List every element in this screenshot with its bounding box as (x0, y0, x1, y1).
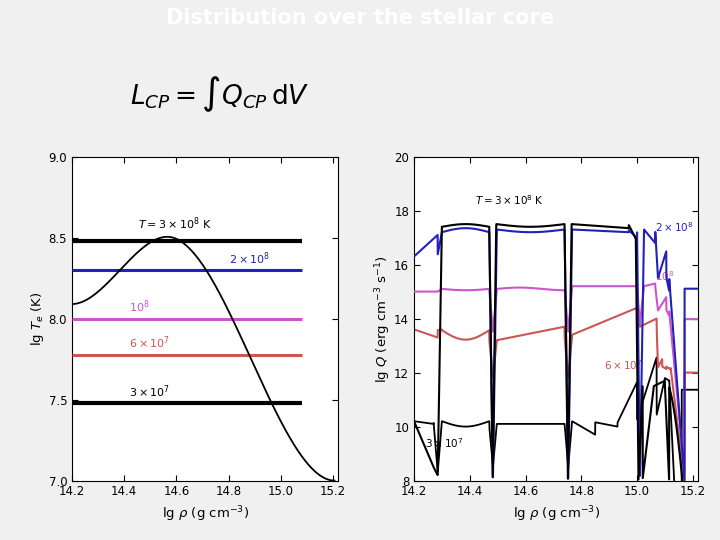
Text: $3\times10^7$: $3\times10^7$ (130, 383, 171, 400)
X-axis label: lg $\rho$ (g cm$^{-3}$): lg $\rho$ (g cm$^{-3}$) (162, 504, 248, 524)
Y-axis label: lg $Q$ (erg cm$^{-3}$ s$^{-1}$): lg $Q$ (erg cm$^{-3}$ s$^{-1}$) (373, 255, 392, 382)
Text: $2\times10^8$: $2\times10^8$ (655, 220, 694, 234)
Text: $L_{CP} = \int Q_{CP}\, \mathrm{d}V$: $L_{CP} = \int Q_{CP}\, \mathrm{d}V$ (130, 75, 310, 114)
X-axis label: lg $\rho$ (g cm$^{-3}$): lg $\rho$ (g cm$^{-3}$) (513, 504, 600, 524)
Text: $10^8$: $10^8$ (130, 299, 150, 315)
Text: $2\times10^8$: $2\times10^8$ (229, 250, 270, 267)
Text: $10^8$: $10^8$ (655, 269, 675, 283)
Y-axis label: lg $T_e$ (K): lg $T_e$ (K) (29, 292, 46, 346)
Text: $6\times10^7$: $6\times10^7$ (603, 358, 642, 372)
Text: $T=3\times10^8$ K: $T=3\times10^8$ K (475, 193, 544, 207)
Text: $T=3\times10^8$ K: $T=3\times10^8$ K (138, 215, 212, 232)
Text: Distribution over the stellar core: Distribution over the stellar core (166, 8, 554, 28)
Text: $3\times10^7$: $3\times10^7$ (425, 436, 464, 450)
Text: $6\times10^7$: $6\times10^7$ (130, 334, 171, 351)
